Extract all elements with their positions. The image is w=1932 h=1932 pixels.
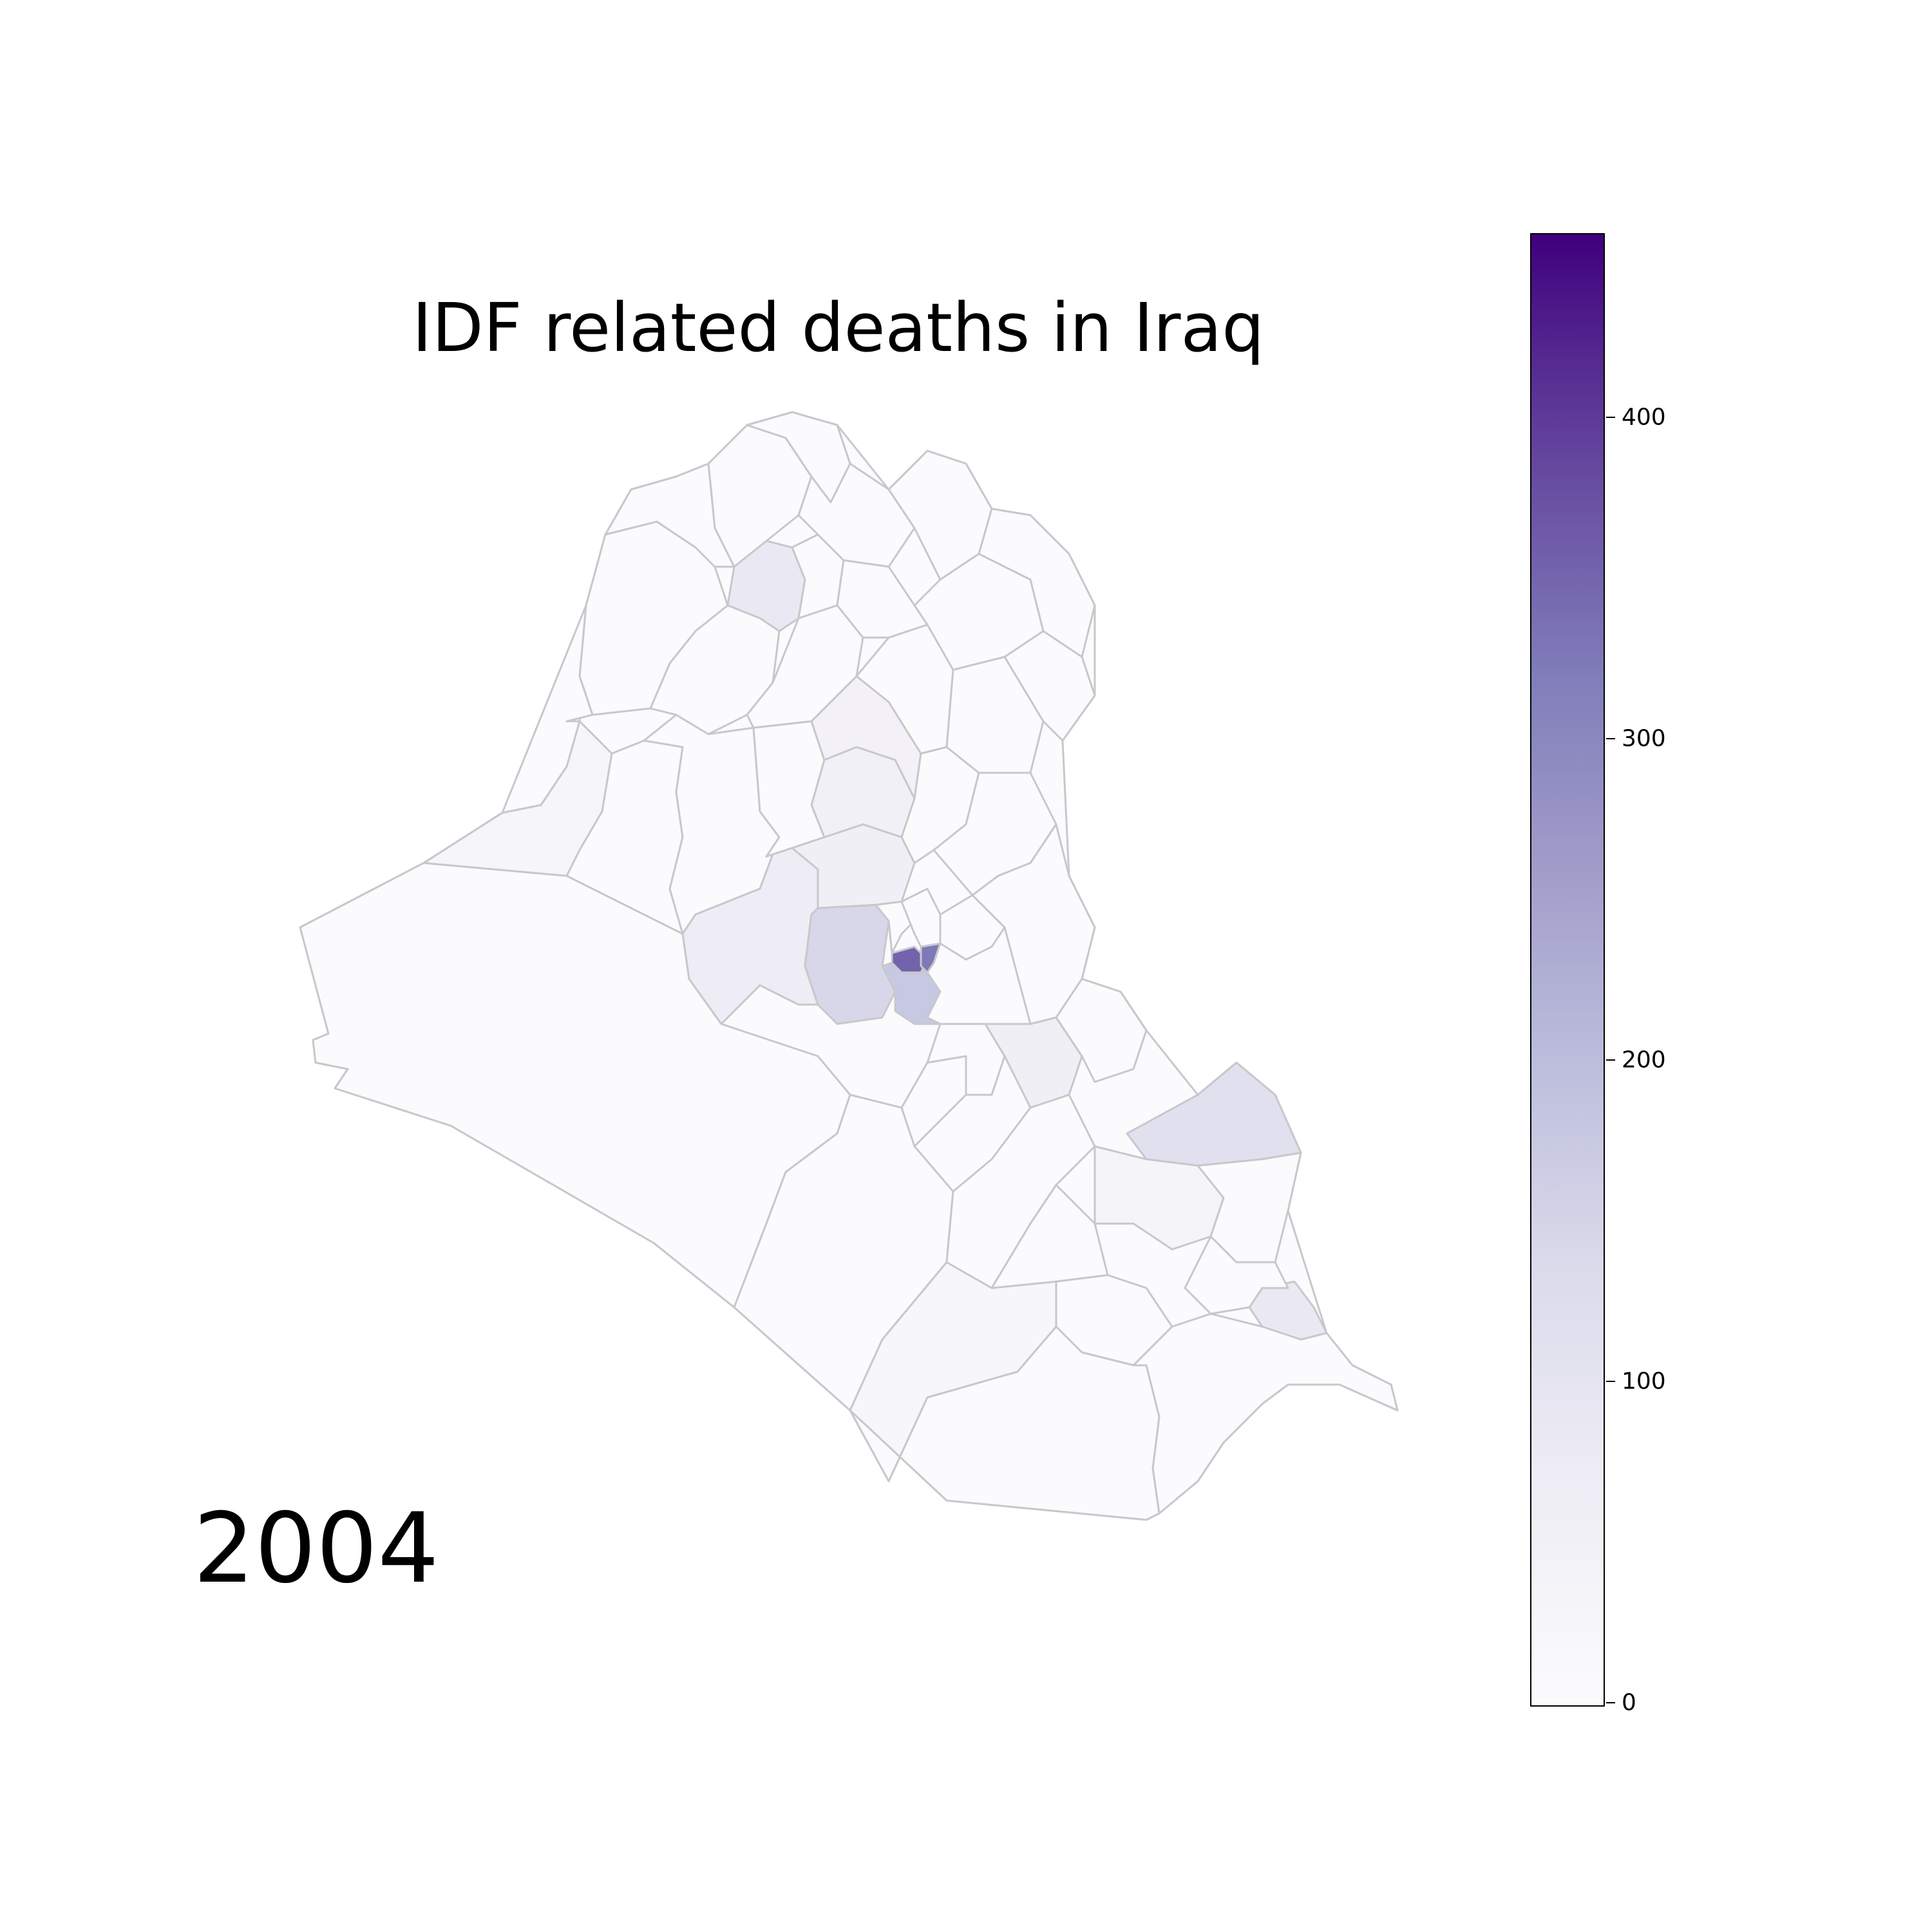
colorbar-tick-mark <box>1606 738 1615 740</box>
colorbar-tick-label: 100 <box>1622 1368 1666 1395</box>
colorbar-tick-label: 200 <box>1622 1046 1666 1074</box>
district-hatra <box>649 604 781 735</box>
district-basra-south <box>1132 1312 1399 1515</box>
colorbar-tick-mark <box>1606 1059 1615 1061</box>
district-erbil <box>836 559 929 639</box>
district-diyala-north <box>971 823 1096 1025</box>
district-zakho <box>604 462 735 568</box>
colorbar-gradient <box>1530 233 1605 1707</box>
district-baghdad-core <box>891 945 929 974</box>
district-diwaniyah <box>945 1094 1096 1289</box>
colorbar-tick-label: 0 <box>1622 1689 1636 1716</box>
district-hillah <box>926 1023 1006 1096</box>
district-kut <box>1055 978 1148 1083</box>
colorbar-tick-label: 400 <box>1622 404 1666 431</box>
district-babil <box>984 1016 1083 1109</box>
colorbar-tick-label: 300 <box>1622 725 1666 752</box>
district-fallujah <box>804 904 896 1025</box>
district-muthanna-south <box>849 1325 1160 1521</box>
colorbar <box>1530 233 1605 1707</box>
district-erbil-north <box>797 462 916 568</box>
district-sinjar <box>422 604 594 864</box>
district-penjwen <box>978 507 1096 658</box>
district-makhmur <box>746 604 864 729</box>
district-halabja <box>1003 630 1096 742</box>
year-label: 2004 <box>193 1493 439 1605</box>
colorbar-tick-mark <box>1606 417 1615 419</box>
map-title: IDF related deaths in Iraq <box>412 289 1265 367</box>
colorbar-tick-mark <box>1606 1702 1615 1703</box>
map-districts <box>299 411 1399 1521</box>
colorbar-tick-mark <box>1606 1381 1615 1383</box>
district-qurna <box>1184 1235 1289 1315</box>
